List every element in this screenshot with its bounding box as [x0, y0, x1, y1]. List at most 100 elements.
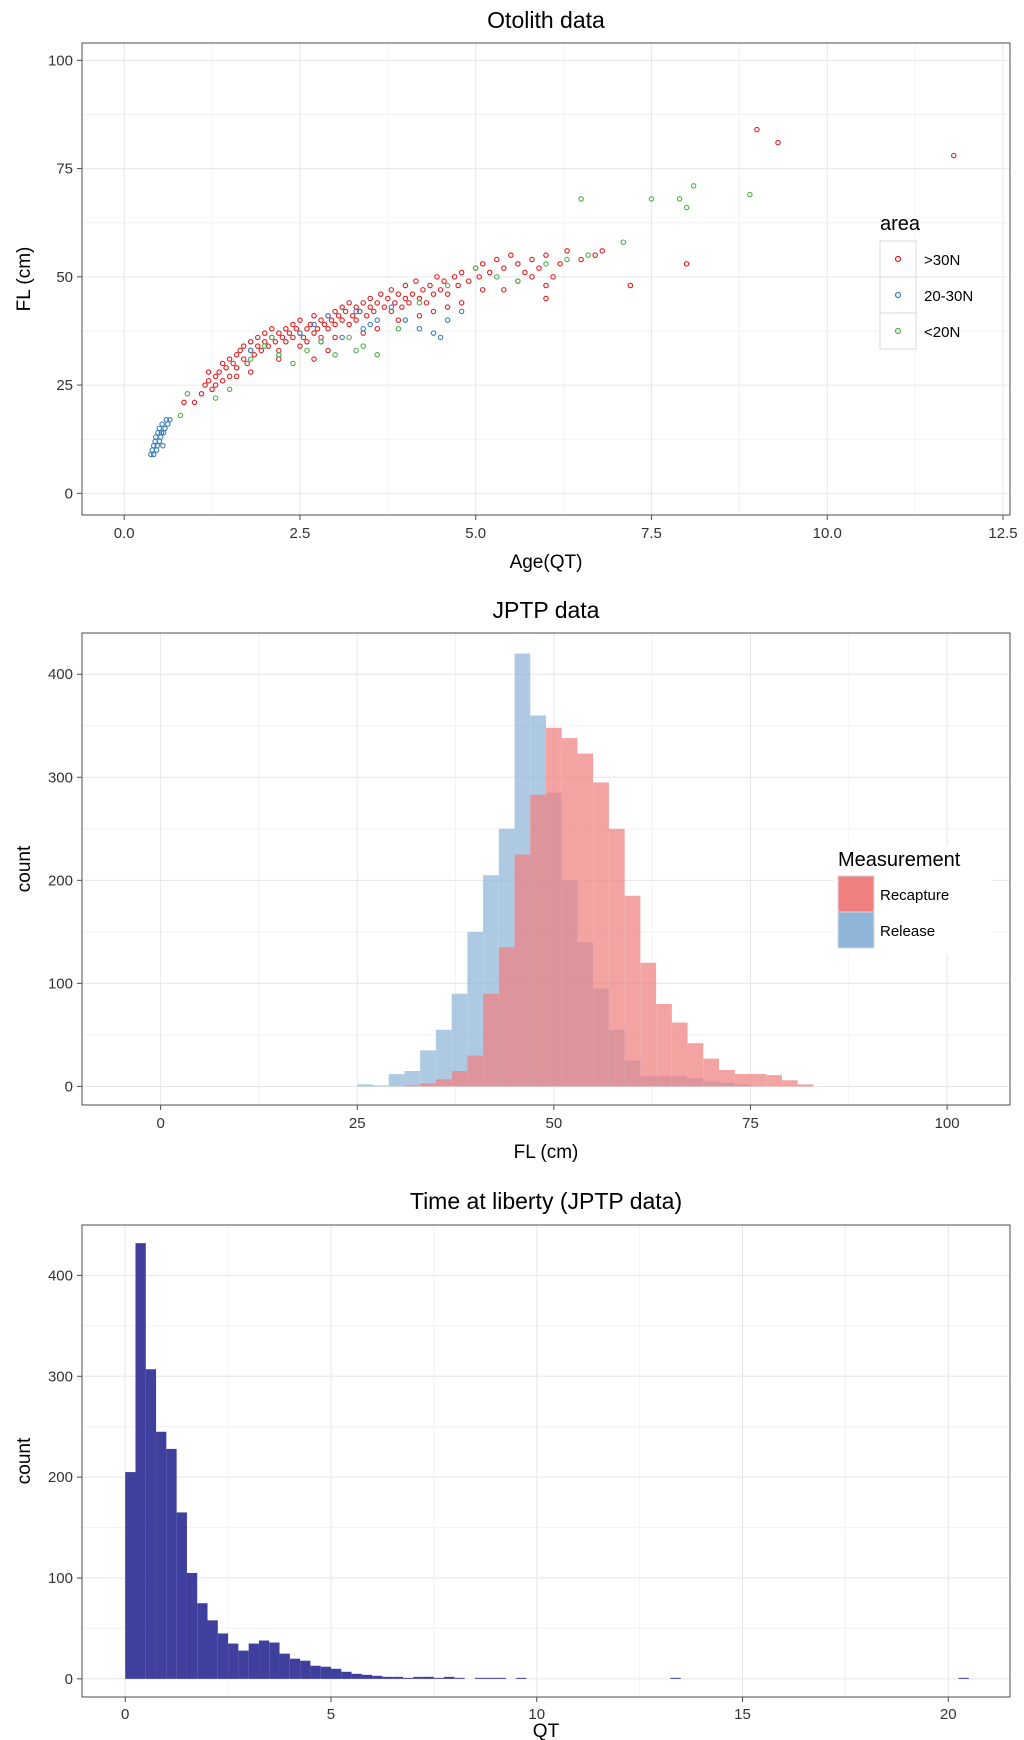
data-point	[529, 274, 535, 280]
x-tick-label: 100	[935, 1115, 960, 1132]
histogram-bar	[420, 1083, 436, 1087]
y-axis-title: FL (cm)	[14, 247, 35, 312]
data-point	[543, 261, 549, 267]
data-point	[476, 274, 482, 280]
data-point	[247, 347, 254, 354]
histogram-bar	[435, 1029, 452, 1087]
legend-label: 20-30N	[924, 288, 973, 305]
histogram-bar	[781, 1080, 798, 1087]
data-point	[247, 356, 254, 362]
data-point	[150, 451, 157, 458]
data-point	[156, 425, 163, 432]
data-point	[244, 360, 250, 367]
histogram-bar	[577, 753, 594, 1087]
histogram-bar	[217, 1633, 229, 1679]
data-point	[388, 287, 395, 293]
data-point	[346, 334, 352, 341]
x-axis-title: Age(QT)	[510, 552, 583, 573]
data-point	[543, 282, 549, 289]
histogram-bar	[156, 1431, 167, 1679]
data-point	[160, 442, 166, 449]
data-point	[508, 252, 514, 258]
data-point	[392, 300, 398, 306]
data-point	[501, 287, 507, 293]
y-tick-label: 400	[48, 1267, 73, 1284]
data-point	[353, 317, 359, 323]
data-point	[328, 317, 335, 323]
histogram-bar	[372, 1085, 389, 1087]
histogram-bar	[546, 727, 562, 1087]
histogram-bar	[351, 1673, 362, 1679]
histogram-bar	[703, 1058, 720, 1087]
data-point	[311, 321, 317, 328]
data-point	[165, 421, 171, 427]
data-point	[479, 287, 486, 293]
histogram-bar	[404, 1085, 421, 1087]
histogram-bar	[145, 1369, 157, 1679]
legend-swatch	[837, 875, 875, 913]
data-point	[167, 416, 173, 423]
histogram-bar	[166, 1448, 177, 1679]
data-point	[198, 391, 205, 397]
data-point	[479, 261, 486, 267]
data-point	[515, 278, 521, 284]
panel-1: 0.0 2.5 5.0 7.5 10.0 12.5 0 25 50 75 100 Otolith da…	[14, 7, 1018, 573]
data-point	[775, 139, 781, 146]
histogram-bar	[797, 1084, 814, 1087]
data-point	[205, 378, 212, 384]
data-point	[385, 295, 391, 302]
data-point	[226, 373, 233, 380]
data-point	[430, 330, 437, 336]
legend-key	[879, 276, 917, 314]
data-point	[441, 278, 447, 284]
data-point	[951, 152, 957, 159]
data-point	[154, 442, 160, 449]
gridlines	[82, 43, 1010, 515]
histogram-bar	[687, 1043, 704, 1087]
data-point	[451, 274, 458, 280]
data-point	[286, 330, 293, 336]
histogram-bar	[467, 1055, 484, 1087]
histogram-bar	[372, 1675, 383, 1679]
data-point	[420, 287, 426, 293]
histogram-bar	[734, 1074, 751, 1087]
histogram-bar	[341, 1671, 352, 1679]
data-point	[353, 347, 359, 354]
histogram-bar	[388, 1074, 405, 1087]
histogram-bar	[516, 1677, 527, 1679]
data-point	[388, 304, 395, 310]
histogram-bar	[640, 962, 657, 1087]
data-point	[430, 308, 437, 315]
data-point	[290, 360, 296, 367]
data-point	[458, 269, 465, 276]
data-point	[247, 339, 254, 345]
data-point	[529, 256, 535, 263]
series-20-30N	[148, 304, 465, 458]
histogram-bar	[433, 1677, 445, 1679]
data-point	[564, 256, 570, 263]
data-point	[444, 291, 451, 297]
data-point	[455, 282, 461, 289]
histogram-bar	[444, 1676, 455, 1679]
plot-border	[81, 42, 1011, 516]
histogram-bar	[483, 993, 499, 1087]
data-point	[304, 326, 310, 332]
data-point	[159, 421, 165, 427]
data-point	[458, 308, 465, 315]
data-point	[381, 304, 388, 310]
data-point	[297, 317, 303, 323]
histogram-bar	[258, 1640, 270, 1679]
data-point	[515, 261, 521, 267]
x-tick-label: 0	[121, 1706, 129, 1723]
data-point	[346, 321, 352, 328]
histogram-bar	[498, 947, 515, 1087]
data-point	[162, 425, 168, 432]
data-point	[212, 395, 219, 401]
data-point	[543, 252, 549, 258]
y-tick-label: 200	[48, 872, 73, 889]
data-point	[269, 334, 275, 341]
data-point	[360, 343, 366, 349]
y-tick-label: 0	[65, 1671, 73, 1688]
